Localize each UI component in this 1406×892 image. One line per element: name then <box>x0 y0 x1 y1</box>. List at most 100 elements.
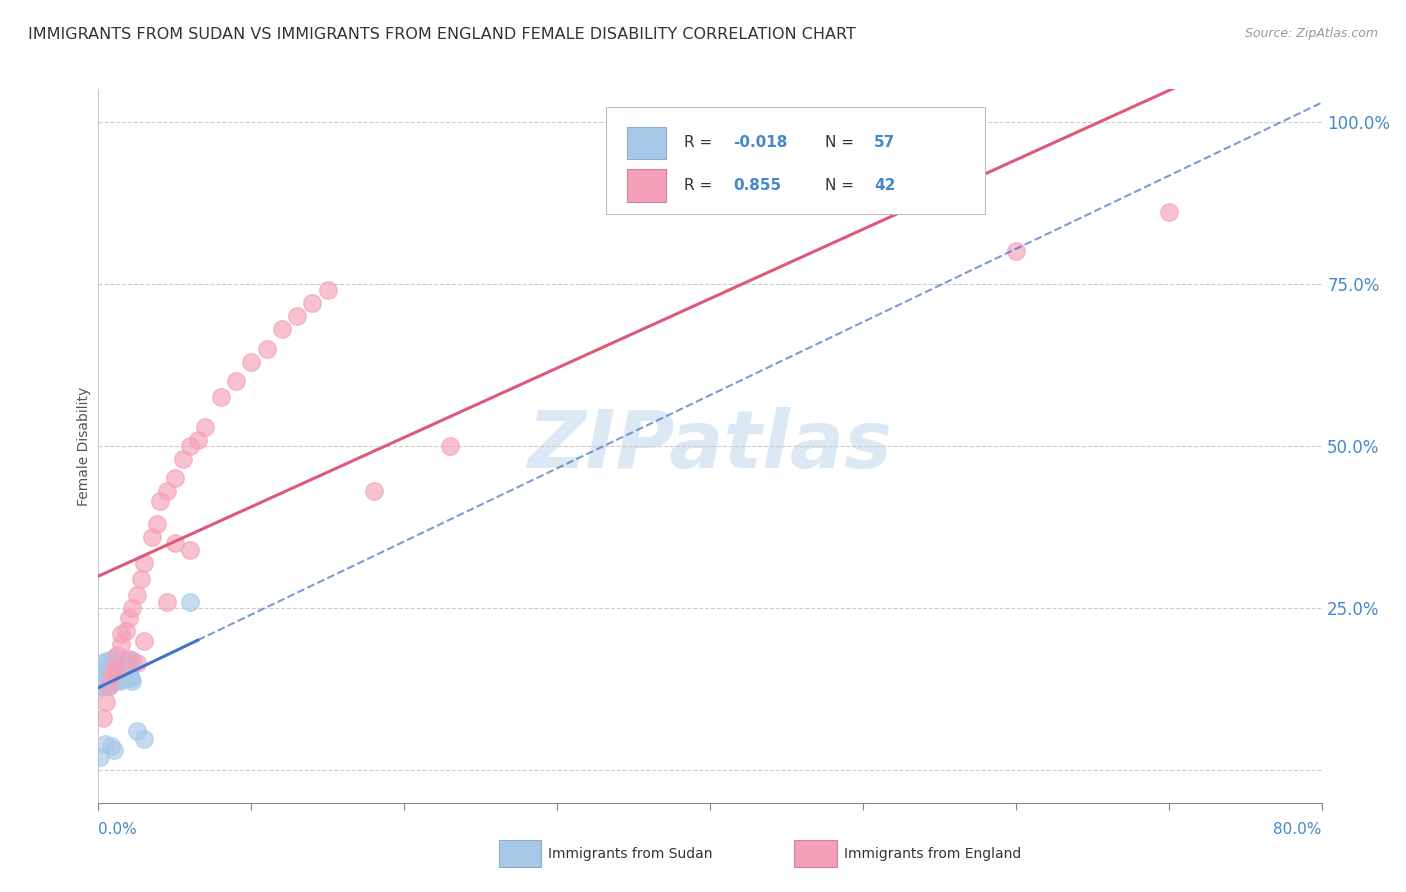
Point <box>301 296 323 310</box>
Point <box>163 536 186 550</box>
Point <box>94 695 117 709</box>
Point <box>121 653 143 667</box>
Text: R =: R = <box>685 136 717 150</box>
Point <box>111 657 134 672</box>
Point <box>285 310 308 324</box>
Point <box>103 742 125 756</box>
Point <box>89 663 111 677</box>
Point <box>101 667 124 681</box>
Point <box>104 661 127 675</box>
Point <box>97 657 120 672</box>
Point <box>270 322 292 336</box>
Point <box>172 452 194 467</box>
Point <box>103 671 125 685</box>
Text: Immigrants from Sudan: Immigrants from Sudan <box>548 847 713 861</box>
Text: 0.855: 0.855 <box>734 178 782 193</box>
Point <box>121 674 143 689</box>
Point <box>105 663 128 677</box>
Text: Immigrants from England: Immigrants from England <box>844 847 1021 861</box>
Point <box>103 661 125 675</box>
Point <box>316 283 339 297</box>
Text: N =: N = <box>825 178 859 193</box>
Point <box>91 657 114 671</box>
Point <box>90 675 112 690</box>
Point <box>118 652 141 666</box>
Point <box>89 676 111 690</box>
Point <box>156 484 179 499</box>
Point <box>179 542 201 557</box>
Point <box>100 663 122 677</box>
Point <box>121 601 143 615</box>
Point <box>100 653 122 667</box>
Point <box>117 657 139 671</box>
FancyBboxPatch shape <box>627 169 666 202</box>
Point <box>149 494 172 508</box>
Point <box>120 671 142 685</box>
Point <box>1004 244 1026 259</box>
Point <box>107 663 129 677</box>
Point <box>1157 205 1180 219</box>
Point <box>112 668 135 682</box>
Point <box>187 433 209 447</box>
Point <box>115 671 138 685</box>
Point <box>97 671 120 685</box>
Point <box>87 679 110 693</box>
Point <box>179 439 201 453</box>
Point <box>100 739 122 753</box>
Point <box>225 374 247 388</box>
Point <box>110 673 132 688</box>
Point <box>94 664 117 678</box>
Point <box>134 556 156 570</box>
Text: 42: 42 <box>875 178 896 193</box>
Point <box>107 671 129 685</box>
Point <box>112 663 135 677</box>
Point <box>91 711 114 725</box>
Point <box>98 679 121 693</box>
Point <box>115 654 138 668</box>
Point <box>110 627 132 641</box>
Point <box>93 661 115 675</box>
Point <box>91 681 114 695</box>
Point <box>105 657 128 672</box>
Point <box>156 595 179 609</box>
Point <box>101 652 124 666</box>
FancyBboxPatch shape <box>606 107 986 214</box>
Point <box>115 624 138 638</box>
Point <box>194 419 217 434</box>
Point <box>93 667 115 681</box>
Point <box>129 572 152 586</box>
Point <box>118 666 141 681</box>
Point <box>90 678 112 692</box>
Point <box>105 667 128 681</box>
Point <box>110 666 132 681</box>
Text: -0.018: -0.018 <box>734 136 787 150</box>
Point <box>125 588 148 602</box>
Point <box>118 671 141 685</box>
Point <box>125 657 148 671</box>
Point <box>98 658 121 673</box>
Text: ZIPatlas: ZIPatlas <box>527 407 893 485</box>
Point <box>363 484 385 499</box>
Point <box>209 390 232 404</box>
Point <box>100 673 122 687</box>
Text: IMMIGRANTS FROM SUDAN VS IMMIGRANTS FROM ENGLAND FEMALE DISABILITY CORRELATION C: IMMIGRANTS FROM SUDAN VS IMMIGRANTS FROM… <box>28 27 856 42</box>
Point <box>111 669 134 683</box>
Point <box>108 674 131 689</box>
Point <box>94 654 117 668</box>
Point <box>91 669 114 683</box>
Y-axis label: Female Disability: Female Disability <box>77 386 91 506</box>
Text: R =: R = <box>685 178 717 193</box>
Point <box>100 669 122 683</box>
Point <box>103 657 125 671</box>
Point <box>125 724 148 739</box>
Point <box>256 342 278 356</box>
FancyBboxPatch shape <box>627 127 666 159</box>
Point <box>98 679 121 693</box>
Point <box>93 738 115 752</box>
Point <box>108 659 131 673</box>
Point <box>110 637 132 651</box>
Point <box>134 732 156 747</box>
Point <box>163 471 186 485</box>
Point <box>134 633 156 648</box>
Point <box>179 595 201 609</box>
